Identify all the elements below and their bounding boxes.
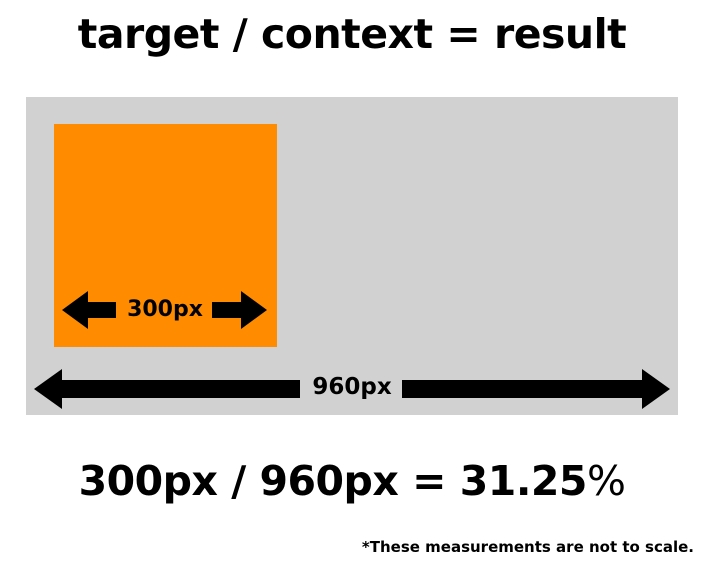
context-width-arrow-left xyxy=(34,369,300,409)
percent-sign: % xyxy=(586,457,626,505)
equation-expression: 300px / 960px = 31.25 xyxy=(78,457,588,505)
context-width-arrow-right xyxy=(402,369,670,409)
result-equation: 300px / 960px = 31.25% xyxy=(0,455,704,507)
scale-footnote: *These measurements are not to scale. xyxy=(361,538,694,556)
target-width-label: 300px xyxy=(127,297,203,322)
context-width-label: 960px xyxy=(312,374,392,400)
target-width-arrow-left xyxy=(62,291,116,329)
formula-title: target / context = result xyxy=(77,10,627,58)
target-width-arrow-right xyxy=(212,291,267,329)
